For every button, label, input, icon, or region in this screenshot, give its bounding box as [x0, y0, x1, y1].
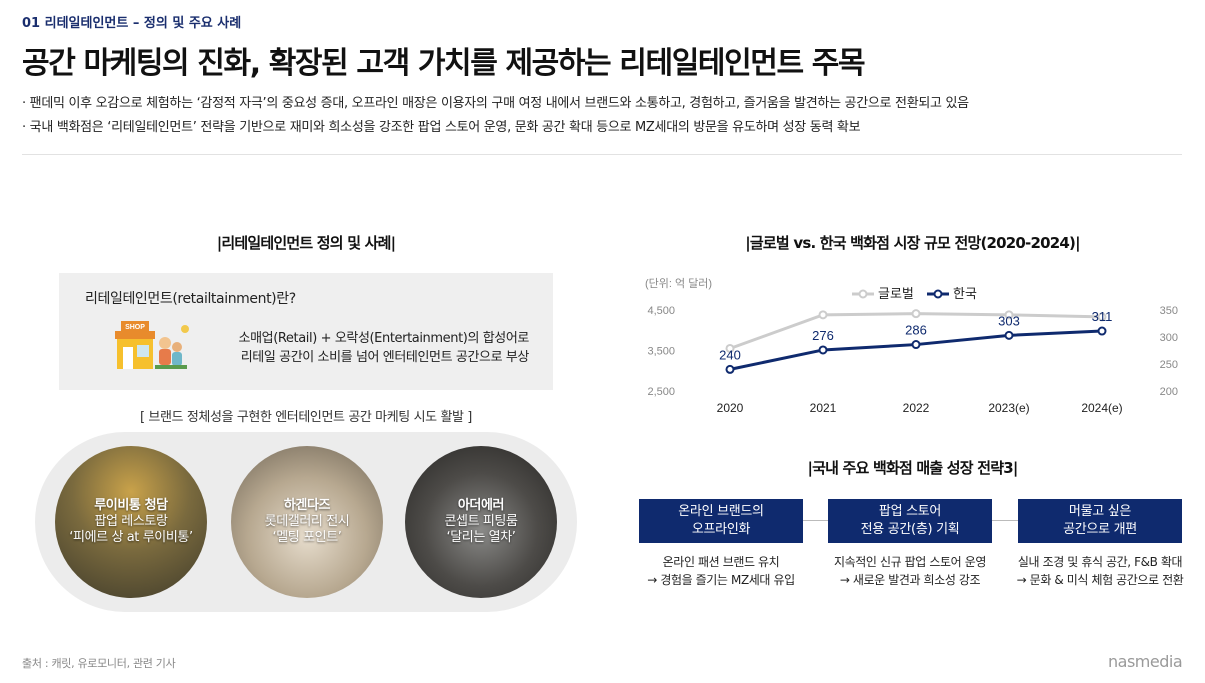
- strategy-1-desc-2: → 경험을 즐기는 MZ세대 유입: [647, 573, 795, 587]
- strategy-box-3: 머물고 싶은 공간으로 개편: [1018, 499, 1182, 543]
- legend-label-0: 글로벌: [878, 286, 914, 301]
- case-haagen-dazs: 하겐다즈 롯데갤러리 전시 ‘멜팅 포인트’: [231, 446, 383, 598]
- source-note: 출처 : 캐릿, 유로모니터, 관련 기사: [22, 657, 176, 670]
- series-0-point-1: [818, 310, 828, 320]
- definition-panel-title: |리테일테인먼트 정의 및 사례|: [216, 234, 396, 252]
- x-axis-tick-2: 2022: [903, 401, 930, 415]
- legend-marker-1: [933, 289, 943, 299]
- case-1-brand: 루이비통 청담: [94, 498, 168, 513]
- case-1-line2: 팝업 레스토랑: [94, 514, 168, 529]
- left-axis-tick-1: 3,500: [647, 346, 675, 358]
- summary-bullets: · 팬데믹 이후 오감으로 체험하는 ‘감정적 자극’의 중요성 증대, 오프라…: [22, 92, 969, 140]
- chart-unit-label: (단위: 억 달러): [645, 277, 712, 290]
- strategy-1-title-2: 오프라인화: [691, 522, 751, 537]
- strategy-3-title-1: 머물고 싶은: [1068, 504, 1132, 519]
- strategy-2-desc-1: 지속적인 신규 팝업 스토어 운영: [834, 555, 986, 569]
- strategy-box-2: 팝업 스토어 전용 공간(층) 기획: [828, 499, 992, 543]
- right-axis-tick-1: 250: [1160, 359, 1178, 371]
- case-3-line2: 콘셉트 피팅룸: [444, 514, 518, 529]
- market-panel-title: |글로벌 vs. 한국 백화점 시장 규모 전망(2020-2024)|: [745, 234, 1080, 252]
- x-axis-tick-3: 2023(e): [988, 401, 1029, 415]
- case-2-brand: 하겐다즈: [283, 498, 331, 513]
- data-label-1: 276: [812, 328, 834, 343]
- definition-line-2: 리테일 공간이 소비를 넘어 엔터테인먼트 공간으로 부상: [240, 350, 530, 365]
- series-1-point-4: [1097, 326, 1107, 336]
- bullet-2: · 국내 백화점은 ‘리테일테인먼트’ 전략을 기반으로 재미와 희소성을 강조…: [22, 120, 861, 135]
- left-axis-tick-2: 4,500: [647, 305, 675, 317]
- section-tag: 01 리테일테인먼트 – 정의 및 주요 사례: [22, 16, 242, 31]
- strategy-2-title-1: 팝업 스토어: [878, 504, 942, 519]
- series-0-point-0: [725, 343, 735, 353]
- left-axis-tick-0: 2,500: [647, 386, 675, 398]
- legend-marker-0: [858, 289, 868, 299]
- strategy-desc-2: 지속적인 신규 팝업 스토어 운영 → 새로운 발견과 희소성 강조: [815, 553, 1005, 589]
- case-ader-error: 아더에러 콘셉트 피팅룸 ‘달리는 열차’: [405, 446, 557, 598]
- x-axis-tick-4: 2024(e): [1081, 401, 1122, 415]
- strategy-2-title-2: 전용 공간(층) 기획: [860, 522, 960, 537]
- strategy-box-1: 온라인 브랜드의 오프라인화: [639, 499, 803, 543]
- case-2-line2: 롯데갤러리 전시: [264, 514, 350, 529]
- market-chart: (단위: 억 달러) 2,500 3,500 4,500 200 250 300 350 202…: [640, 270, 1185, 420]
- right-axis-tick-0: 200: [1160, 386, 1178, 398]
- cases-subtitle: [ 브랜드 정체성을 구현한 엔터테인먼트 공간 마케팅 시도 활발 ]: [140, 410, 472, 425]
- series-0-point-2: [911, 309, 921, 319]
- case-1-line3: ‘피에르 상 at 루이비통’: [69, 530, 193, 545]
- case-1-text: 루이비통 청담 팝업 레스토랑 ‘피에르 상 at 루이비통’: [55, 446, 207, 598]
- strategy-3-desc-1: 실내 조경 및 휴식 공간, F&B 확대: [1017, 555, 1183, 569]
- strategy-3-desc-2: → 문화 & 미식 체험 공간으로 전환: [1016, 573, 1184, 587]
- right-axis-tick-3: 350: [1160, 305, 1178, 317]
- series-1-point-2: [911, 340, 921, 350]
- strategy-1-desc-1: 온라인 패션 브랜드 유치: [662, 555, 780, 569]
- data-label-0: 240: [719, 347, 741, 362]
- series-1-point-0: [725, 364, 735, 374]
- strategy-desc-3: 실내 조경 및 휴식 공간, F&B 확대 → 문화 & 미식 체험 공간으로 …: [1005, 553, 1195, 589]
- case-2-text: 하겐다즈 롯데갤러리 전시 ‘멜팅 포인트’: [231, 446, 383, 598]
- series-1-point-1: [818, 345, 828, 355]
- strategy-1-title-1: 온라인 브랜드의: [678, 504, 764, 519]
- market-chart-svg: (단위: 억 달러) 2,500 3,500 4,500 200 250 300 350 202…: [645, 277, 1178, 415]
- page-title: 공간 마케팅의 진화, 확장된 고객 가치를 제공하는 리테일테인먼트 주목: [22, 46, 866, 81]
- x-axis-tick-1: 2021: [810, 401, 837, 415]
- header-divider: [22, 154, 1182, 155]
- case-3-text: 아더에러 콘셉트 피팅룸 ‘달리는 열차’: [405, 446, 557, 598]
- series-1-point-3: [1004, 330, 1014, 340]
- nasmedia-logo: nasmedia: [1108, 652, 1183, 671]
- definition-description: 소매업(Retail) + 오락성(Entertainment)의 합성어로 리…: [209, 329, 530, 367]
- shop-icon: SHOP: [115, 321, 189, 369]
- legend-label-1: 한국: [953, 286, 977, 301]
- x-axis-tick-0: 2020: [717, 401, 744, 415]
- case-2-line3: ‘멜팅 포인트’: [272, 530, 342, 545]
- strategy-2-desc-2: → 새로운 발견과 희소성 강조: [839, 573, 981, 587]
- series-0-point-4: [1097, 312, 1107, 322]
- data-label-2: 286: [905, 323, 927, 338]
- shop-sign-text: SHOP: [125, 324, 145, 331]
- strategy-desc-1: 온라인 패션 브랜드 유치 → 경험을 즐기는 MZ세대 유입: [626, 553, 816, 589]
- case-3-line3: ‘달리는 열차’: [446, 530, 516, 545]
- strategy-3-title-2: 공간으로 개편: [1063, 522, 1137, 537]
- right-axis-tick-2: 300: [1160, 332, 1178, 344]
- definition-question: 리테일테인먼트(retailtainment)란?: [85, 291, 296, 307]
- strategy-panel-title: |국내 주요 백화점 매출 성장 전략3|: [807, 459, 1018, 477]
- series-0-point-3: [1004, 310, 1014, 320]
- data-label-3: 303: [998, 313, 1020, 328]
- definition-line-1: 소매업(Retail) + 오락성(Entertainment)의 합성어로: [238, 331, 530, 346]
- data-label-4: 311: [1092, 309, 1113, 324]
- definition-box: 리테일테인먼트(retailtainment)란? SHOP 소매업(Retai…: [59, 273, 553, 390]
- case-3-brand: 아더에러: [457, 498, 505, 513]
- bullet-1: · 팬데믹 이후 오감으로 체험하는 ‘감정적 자극’의 중요성 증대, 오프라…: [22, 96, 969, 111]
- case-louis-vuitton: 루이비통 청담 팝업 레스토랑 ‘피에르 상 at 루이비통’: [55, 446, 207, 598]
